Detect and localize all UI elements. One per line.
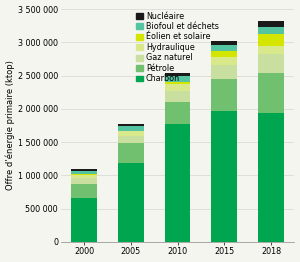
Bar <box>118 137 144 143</box>
Bar <box>165 82 190 84</box>
Bar <box>212 51 237 57</box>
Bar <box>165 91 190 101</box>
Bar <box>258 54 284 73</box>
Bar <box>118 130 144 131</box>
Bar <box>71 178 97 184</box>
Bar <box>258 113 284 242</box>
Bar <box>118 163 144 242</box>
Bar <box>165 101 190 124</box>
Bar <box>165 77 190 82</box>
Bar <box>118 126 144 130</box>
Bar <box>258 27 284 34</box>
Bar <box>118 143 144 163</box>
Bar <box>258 73 284 113</box>
Bar <box>118 131 144 137</box>
Bar <box>71 169 97 171</box>
Bar <box>71 175 97 178</box>
Bar <box>71 184 97 198</box>
Bar <box>71 171 97 174</box>
Bar <box>212 41 237 45</box>
Bar <box>212 79 237 111</box>
Bar <box>71 174 97 175</box>
Bar <box>165 84 190 91</box>
Bar <box>212 57 237 65</box>
Bar <box>258 34 284 46</box>
Legend: Nucléaire, Biofoul et déchets, Éolien et solaire, Hydraulique, Gaz naturel, Pétr: Nucléaire, Biofoul et déchets, Éolien et… <box>135 11 220 84</box>
Bar <box>258 21 284 27</box>
Bar <box>212 111 237 242</box>
Bar <box>165 73 190 77</box>
Bar <box>212 45 237 51</box>
Y-axis label: Offre d’énergie primaire (ktop): Offre d’énergie primaire (ktop) <box>6 61 15 190</box>
Bar <box>212 65 237 79</box>
Bar <box>71 198 97 242</box>
Bar <box>165 124 190 242</box>
Bar <box>258 46 284 54</box>
Bar <box>118 124 144 126</box>
